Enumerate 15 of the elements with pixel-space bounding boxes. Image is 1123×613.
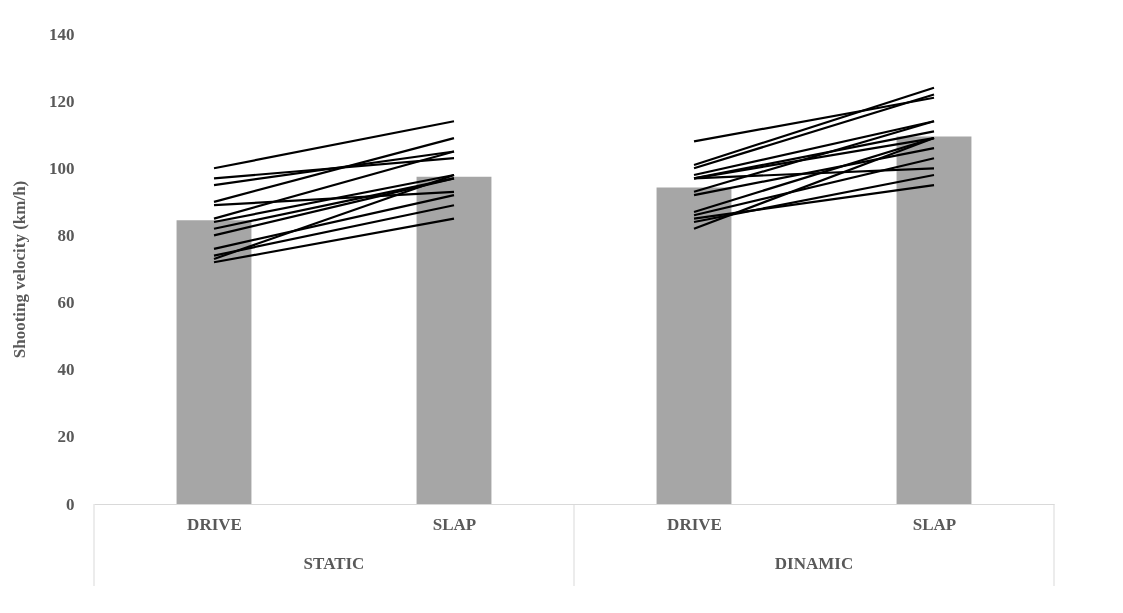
y-tick-label: 140 [49, 24, 75, 44]
x-tick-label: DRIVE [187, 514, 242, 534]
y-tick-label: 0 [66, 494, 75, 514]
y-axis-title: Shooting velocity (km/h) [10, 180, 29, 359]
y-tick-label: 120 [49, 91, 75, 111]
y-tick-label: 60 [57, 293, 75, 313]
x-tick-label: SLAP [432, 514, 477, 534]
y-tick-label: 20 [57, 427, 75, 447]
x-tick-label: SLAP [912, 514, 957, 534]
text: DINAMIC [774, 554, 854, 573]
y-tick-label: 80 [57, 225, 75, 245]
y-tick-label: 40 [57, 360, 75, 380]
y-tick-label: 100 [49, 158, 75, 178]
text: STATIC [303, 554, 365, 573]
x-tick-label: DRIVE [667, 514, 722, 534]
